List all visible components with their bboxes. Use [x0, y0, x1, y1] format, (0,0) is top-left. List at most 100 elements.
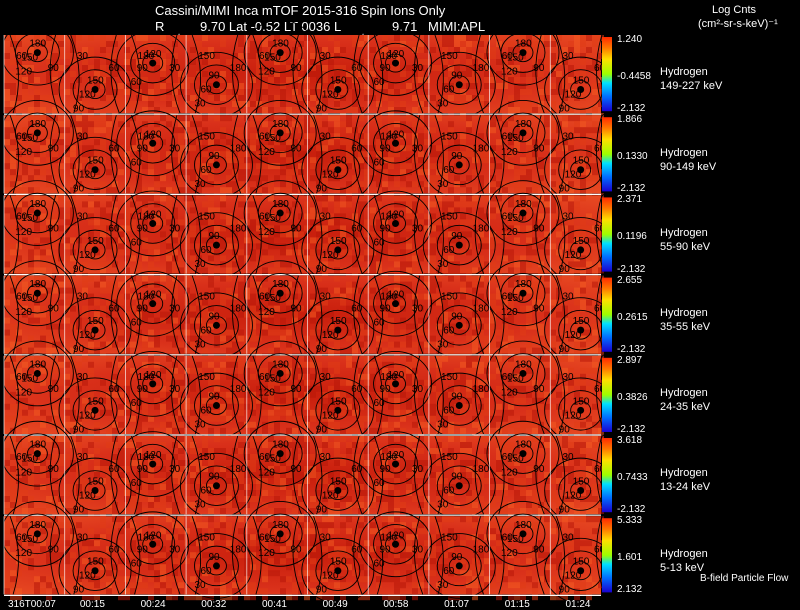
- contour-label: 30: [320, 131, 332, 142]
- contour-label: 90: [533, 384, 545, 395]
- contour-label: 90: [291, 544, 303, 555]
- contour-label: 120: [79, 330, 96, 341]
- species-label: Hydrogen: [660, 306, 708, 320]
- contour-label: 180: [138, 292, 155, 303]
- contour-label: 30: [169, 223, 181, 234]
- species-label: Hydrogen: [660, 466, 708, 480]
- contour-label: 90: [137, 63, 149, 74]
- contour-label: 150: [87, 76, 104, 87]
- contour-label: 180: [515, 39, 532, 50]
- contour-label: 30: [320, 452, 332, 463]
- contour-label: 120: [15, 307, 32, 318]
- contour-label: 180: [272, 39, 289, 50]
- contour-label: 30: [437, 99, 449, 110]
- contour-label: 30: [320, 372, 332, 383]
- contour-label: 90: [559, 344, 571, 355]
- contour-label: 90: [291, 464, 303, 475]
- contour-label: 150: [573, 236, 590, 247]
- contour-label: 120: [79, 410, 96, 421]
- contour-label: 30: [320, 211, 332, 222]
- contour-label: 60: [259, 292, 271, 303]
- contour-label: 30: [169, 464, 181, 475]
- energy-label: 13-24 keV: [660, 480, 710, 494]
- contour-label: 30: [194, 259, 206, 270]
- contour-label: 120: [79, 571, 96, 582]
- contour-label: 180: [515, 279, 532, 290]
- contour-label: 30: [562, 452, 574, 463]
- contour-label: 90: [533, 223, 545, 234]
- colorbar: [602, 438, 612, 512]
- contour-label: 150: [198, 131, 215, 142]
- contour-label: 90: [137, 464, 149, 475]
- contour-label: 90: [533, 304, 545, 315]
- contour-label: 60: [259, 372, 271, 383]
- contour-label: 30: [437, 259, 449, 270]
- contour-label: 180: [29, 359, 46, 370]
- contour-label: 180: [272, 520, 289, 531]
- field-center-dot: [213, 242, 220, 249]
- contour-label: 180: [515, 520, 532, 531]
- contour-label: 180: [29, 199, 46, 210]
- contour-label: 60: [259, 452, 271, 463]
- contour-label: 30: [562, 131, 574, 142]
- contour-label: 150: [441, 131, 458, 142]
- contour-label: 120: [565, 491, 582, 502]
- contour-label: 150: [330, 477, 347, 488]
- bfield-note: B-field Particle Flow: [700, 573, 788, 584]
- contour-label: 180: [380, 211, 397, 222]
- contour-label: 60: [443, 486, 455, 497]
- contour-label: 150: [573, 316, 590, 327]
- field-center-dot: [456, 402, 463, 409]
- contour-label: 120: [15, 387, 32, 398]
- contour-label: 60: [443, 406, 455, 417]
- energy-label: 5-13 keV: [660, 561, 704, 575]
- contour-label: 180: [230, 143, 247, 154]
- contour-label: 90: [451, 231, 463, 242]
- contour-label: 90: [316, 104, 328, 115]
- contour-label: 30: [169, 304, 181, 315]
- contour-label: 120: [258, 468, 275, 479]
- contour-label: 120: [258, 147, 275, 158]
- contour-label: 180: [230, 63, 247, 74]
- colorbar-mid-label: 0.1196: [617, 231, 647, 242]
- contour-label: 120: [79, 250, 96, 261]
- contour-label: 90: [291, 63, 303, 74]
- contour-label: 120: [79, 90, 96, 101]
- field-center-dot: [213, 562, 220, 569]
- energy-label: 149-227 keV: [660, 79, 722, 93]
- contour-label: 90: [316, 505, 328, 516]
- colorbar: [602, 117, 612, 191]
- contour-label: 90: [208, 151, 220, 162]
- contour-label: 30: [412, 304, 424, 315]
- colorbar-min-label: -2.132: [617, 264, 645, 275]
- colorbar-min-label: 2.132: [617, 584, 642, 595]
- contour-label: 120: [501, 307, 518, 318]
- species-label: Hydrogen: [660, 65, 708, 79]
- contour-label: 120: [501, 67, 518, 78]
- contour-label: 120: [79, 170, 96, 181]
- contour-label: 60: [374, 558, 386, 569]
- contour-label: 180: [380, 372, 397, 383]
- contour-label: 180: [272, 279, 289, 290]
- field-center-dot: [456, 562, 463, 569]
- contour-label: 150: [330, 156, 347, 167]
- contour-label: 150: [330, 316, 347, 327]
- contour-label: 60: [374, 478, 386, 489]
- contour-label: 90: [73, 424, 85, 435]
- x-tick-label: 316T00:07: [8, 599, 56, 610]
- contour-label: 30: [562, 292, 574, 303]
- contour-label: 90: [137, 544, 149, 555]
- contour-label: 90: [533, 63, 545, 74]
- colorbar-mid-label: 0.2615: [617, 312, 648, 323]
- contour-label: 90: [533, 464, 545, 475]
- contour-label: 90: [380, 384, 392, 395]
- contour-label: 150: [87, 477, 104, 488]
- contour-label: 30: [562, 51, 574, 62]
- contour-label: 180: [230, 304, 247, 315]
- contour-label: 120: [322, 491, 339, 502]
- contour-label: 120: [258, 227, 275, 238]
- energy-label: 24-35 keV: [660, 400, 710, 414]
